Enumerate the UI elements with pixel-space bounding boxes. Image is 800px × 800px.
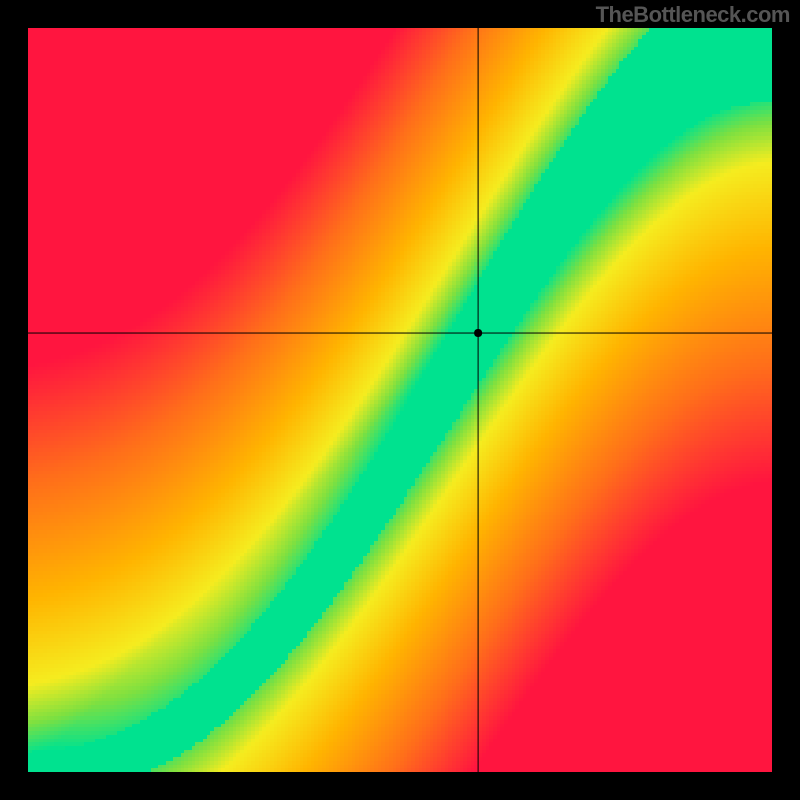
bottleneck-heatmap: [0, 0, 800, 800]
chart-container: TheBottleneck.com: [0, 0, 800, 800]
watermark-text: TheBottleneck.com: [596, 2, 790, 28]
